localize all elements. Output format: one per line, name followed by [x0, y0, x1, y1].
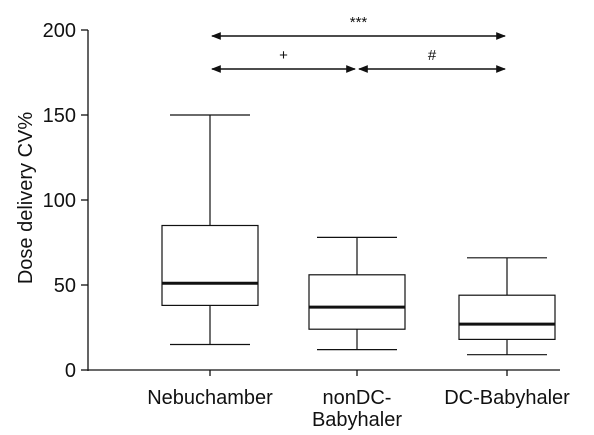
significance-label: + [279, 47, 288, 64]
y-tick-label: 100 [43, 190, 76, 212]
y-tick-label: 150 [43, 105, 76, 127]
y-tick-label: 50 [54, 275, 76, 297]
significance-label: # [428, 47, 437, 64]
significance-label: *** [350, 14, 368, 31]
x-category-label: DC-Babyhaler [444, 387, 570, 409]
boxes [161, 114, 556, 356]
axes: 0 50 100 150 200 Nebuchamber nonDC-Babyhaler DC… [43, 20, 571, 431]
x-category-label: Nebuchamber [147, 387, 273, 409]
box-iqr [308, 274, 406, 330]
significance-annotations: *** + # [211, 14, 506, 73]
box-iqr [161, 224, 259, 307]
box-group [161, 114, 259, 346]
x-category-label-line: Nebuchamber [147, 387, 273, 409]
y-tick-label: 200 [43, 20, 76, 42]
x-category-label: nonDC-Babyhaler [312, 387, 402, 431]
box-iqr [458, 294, 556, 341]
y-axis-title: Dose delivery CV% [15, 112, 37, 285]
x-category-label-line: nonDC- [323, 387, 392, 409]
box-group [308, 236, 406, 351]
y-tick-label: 0 [65, 360, 76, 382]
x-category-label-line: DC-Babyhaler [444, 387, 570, 409]
x-category-label-line: Babyhaler [312, 409, 402, 431]
box-group [458, 257, 556, 356]
